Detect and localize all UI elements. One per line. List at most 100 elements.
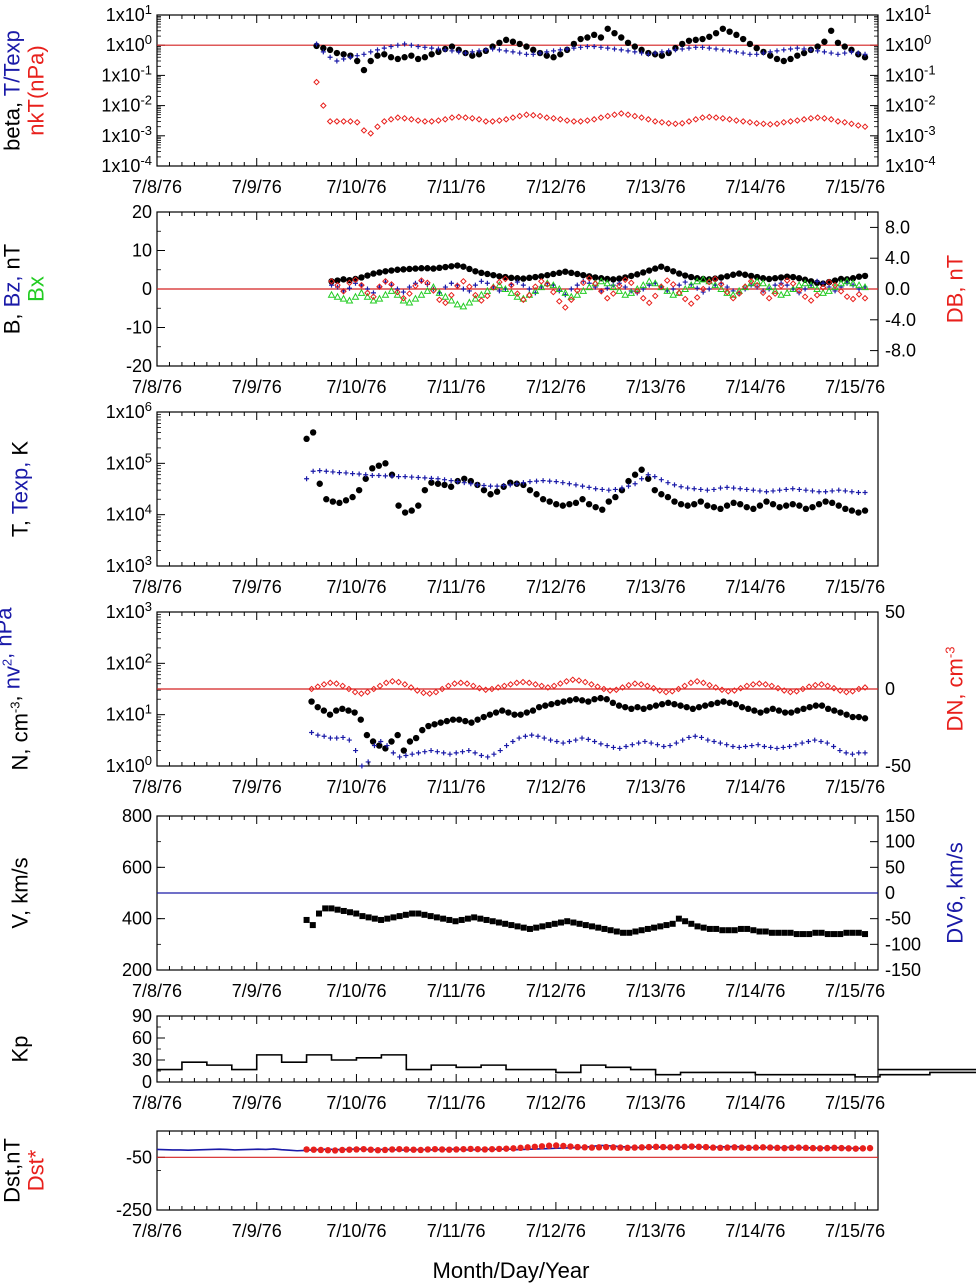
data-point: [590, 116, 598, 123]
data-point: [765, 283, 773, 291]
data-point: [639, 476, 645, 482]
data-point: [520, 282, 526, 288]
data-point: [381, 45, 387, 51]
data-point: [821, 49, 827, 55]
data-point: [609, 283, 618, 291]
data-point: [787, 743, 793, 749]
data-point: [409, 474, 415, 480]
panel-mag: 20 10 0 -10 -20 8.0 4.0 0.0 -4.0 -8.0 7/8/76 7/9/76…: [0, 202, 968, 397]
x-tick-label: 7/12/76: [526, 1093, 586, 1113]
data-point: [445, 682, 452, 690]
data-point: [780, 687, 788, 694]
y-right-tick-label: 0: [885, 883, 895, 903]
data-point: [495, 1145, 503, 1153]
data-point: [350, 471, 356, 477]
data-point: [777, 274, 785, 281]
data-point: [333, 49, 341, 57]
data-point: [658, 700, 666, 708]
data-point: [544, 271, 551, 279]
data-point: [681, 284, 690, 292]
data-point: [628, 705, 635, 713]
series-nktnpa: [313, 78, 869, 137]
data-point: [402, 911, 409, 918]
data-point: [689, 705, 697, 713]
series-v: [303, 905, 869, 938]
y-tick-label: 90: [132, 1006, 152, 1026]
data-point: [460, 286, 466, 292]
data-point: [861, 272, 869, 280]
data-point: [424, 1146, 432, 1153]
data-point: [848, 507, 856, 514]
data-point: [359, 913, 366, 920]
data-point: [756, 680, 763, 687]
data-point: [831, 743, 837, 749]
data-point: [382, 473, 388, 479]
data-point: [320, 44, 327, 52]
data-point: [807, 281, 815, 289]
data-point: [588, 681, 595, 688]
data-point: [849, 275, 857, 282]
data-point: [712, 29, 720, 37]
data-point: [808, 47, 814, 53]
data-point: [424, 265, 431, 272]
data-point: [588, 1144, 596, 1151]
data-point: [809, 488, 815, 494]
data-point: [595, 1144, 603, 1151]
data-point: [468, 114, 476, 122]
data-point: [672, 482, 678, 488]
data-point: [632, 928, 639, 935]
data-point: [585, 274, 593, 282]
data-point: [611, 46, 617, 52]
data-point: [554, 739, 560, 745]
data-point: [430, 287, 437, 294]
data-point: [548, 737, 554, 743]
y-axis-label: V, km/s: [8, 857, 33, 928]
x-tick-label: 7/8/76: [132, 1221, 182, 1241]
data-point: [687, 281, 696, 289]
data-point: [726, 699, 733, 707]
plot-frame: [156, 1015, 879, 1083]
data-point: [387, 54, 395, 61]
data-point: [339, 682, 346, 690]
data-point: [364, 289, 371, 297]
data-point: [331, 1147, 339, 1154]
data-point: [709, 1144, 717, 1151]
data-point: [639, 281, 648, 289]
data-point: [725, 927, 732, 934]
data-point: [334, 277, 341, 284]
data-point: [638, 1144, 645, 1151]
data-point: [369, 738, 377, 745]
data-point: [326, 679, 334, 687]
y-axis-label: beta, T/Texp nkT(nPa): [0, 30, 49, 151]
data-point: [400, 289, 406, 295]
x-tick-label: 7/8/76: [132, 177, 182, 197]
data-point: [732, 700, 740, 708]
data-point: [363, 731, 371, 739]
data-point: [781, 709, 789, 716]
data-point: [824, 705, 832, 713]
data-point: [598, 741, 604, 747]
data-point: [361, 51, 367, 57]
data-point: [475, 51, 483, 58]
data-point: [381, 51, 388, 58]
data-point: [737, 500, 744, 508]
data-point: [303, 1146, 310, 1153]
data-point: [396, 1145, 403, 1153]
series-texp: [304, 468, 868, 496]
data-point: [814, 114, 821, 121]
data-point: [501, 682, 508, 690]
data-point: [514, 279, 520, 285]
data-point: [685, 485, 691, 491]
data-point: [658, 477, 664, 483]
data-point: [762, 928, 769, 935]
data-point: [775, 929, 782, 936]
data-point: [658, 52, 666, 59]
x-tick-label: 7/12/76: [526, 777, 586, 797]
data-point: [790, 486, 796, 492]
axis-label-line: nkT(nPa): [24, 45, 49, 135]
data-point: [607, 927, 614, 934]
data-point: [597, 288, 605, 295]
data-point: [855, 929, 862, 936]
y-tick-label: -250: [116, 1200, 152, 1220]
data-point: [617, 110, 625, 117]
